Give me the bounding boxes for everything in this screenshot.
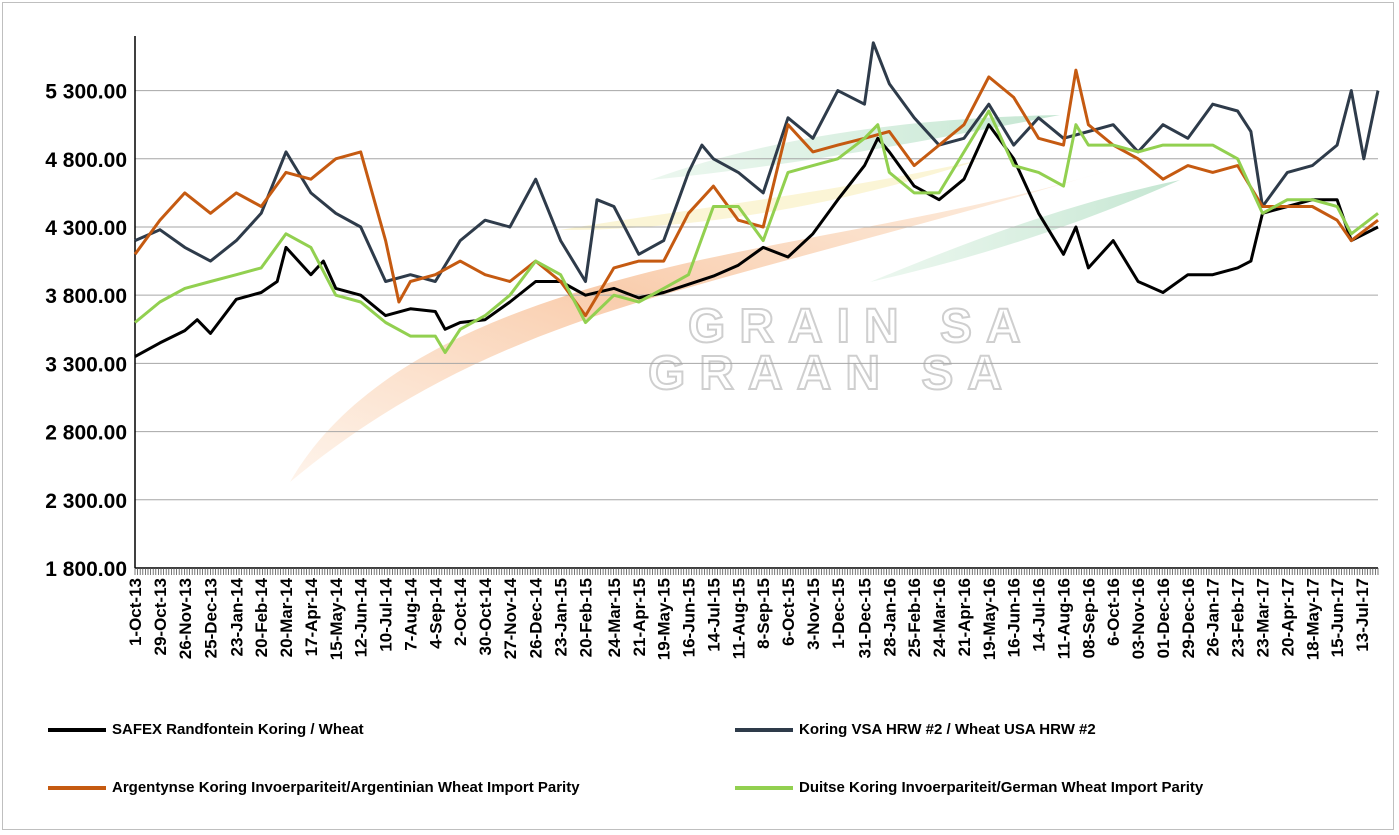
legend-swatch-usa-hrw <box>735 727 793 732</box>
y-tick-label: 2 300.00 <box>45 490 127 513</box>
x-tick-label: 17-Apr-14 <box>302 577 321 656</box>
x-tick-label: 1-Oct-13 <box>126 578 145 646</box>
x-tick-label: 01-Dec-16 <box>1154 578 1173 658</box>
watermark-text-1: GRAIN SA <box>688 300 1035 353</box>
x-tick-label: 11-Aug-15 <box>729 578 748 659</box>
x-tick-label: 19-May-16 <box>980 578 999 660</box>
x-tick-label: 27-Nov-14 <box>501 577 520 659</box>
x-tick-label: 25-Dec-13 <box>202 578 221 658</box>
gridlines <box>135 90 1378 501</box>
y-tick-label: 1 800.00 <box>45 558 127 581</box>
x-tick-label: 23-Jan-14 <box>227 577 246 656</box>
watermark-swoosh-green-1 <box>650 115 1060 180</box>
x-tick-label: 1-Dec-15 <box>829 578 848 649</box>
watermark-swoosh-green-2 <box>870 180 1180 282</box>
y-tick-label: 3 300.00 <box>45 353 127 376</box>
watermark-text-2: GRAAN SA <box>648 347 1016 400</box>
x-tick-label: 23-Mar-17 <box>1254 578 1273 657</box>
y-tick-label: 4 300.00 <box>45 217 127 240</box>
legend-swatch-argentinian <box>48 785 106 790</box>
x-tick-label: 23-Jan-15 <box>552 578 571 656</box>
x-tick-label: 8-Sep-15 <box>754 578 773 649</box>
x-axis: 1-Oct-13 29-Oct-13 26-Nov-13 25-Dec-13 23-Ja… <box>126 567 1379 660</box>
legend-item-safex: SAFEX Randfontein Koring / Wheat <box>48 721 364 738</box>
x-axis-minor-ticks <box>134 568 1379 575</box>
legend-swatch-german <box>735 785 793 790</box>
x-tick-label: 20-Apr-17 <box>1278 578 1297 656</box>
series-lines <box>133 41 1380 358</box>
x-tick-label: 26-Jan-17 <box>1204 578 1223 656</box>
x-tick-label: 20-Feb-15 <box>577 578 596 657</box>
legend-item-german: Duitse Koring Invoerpariteit/German Whea… <box>735 779 1203 796</box>
x-tick-label: 08-Sep-16 <box>1079 578 1098 658</box>
y-tick-label: 4 800.00 <box>45 149 127 172</box>
y-tick-label: 2 800.00 <box>45 422 127 445</box>
x-tick-label: 16-Jun-15 <box>680 578 699 657</box>
x-tick-label: 25-Feb-16 <box>905 578 924 657</box>
x-tick-label: 24-Mar-15 <box>605 578 624 657</box>
x-tick-label: 12-Jun-14 <box>352 577 371 657</box>
x-tick-label: 29-Oct-13 <box>151 578 170 655</box>
legend-item-usa-hrw: Koring VSA HRW #2 / Wheat USA HRW #2 <box>735 721 1096 738</box>
x-tick-label: 13-Jul-17 <box>1353 578 1372 652</box>
x-tick-label: 26-Dec-14 <box>527 577 546 658</box>
x-tick-label: 14-Jul-16 <box>1030 578 1049 652</box>
y-axis: 1 800.00 2 300.00 2 800.00 3 300.00 3 800.00… <box>45 36 136 581</box>
y-tick-label: 5 300.00 <box>45 81 127 104</box>
series-line-0 <box>134 123 1379 358</box>
series-line-1 <box>134 41 1380 283</box>
x-tick-label: 29-Dec-16 <box>1179 578 1198 658</box>
x-tick-label: 21-Apr-15 <box>630 578 649 656</box>
x-tick-label: 31-Dec-15 <box>856 578 875 658</box>
x-tick-label: 2-Oct-14 <box>451 577 470 646</box>
legend-label-safex: SAFEX Randfontein Koring / Wheat <box>112 721 364 738</box>
legend-label-argentinian: Argentynse Koring Invoerpariteit/Argenti… <box>112 779 580 796</box>
x-tick-label: 03-Nov-16 <box>1129 578 1148 659</box>
x-tick-label: 6-Oct-15 <box>779 578 798 646</box>
x-tick-label: 14-Jul-15 <box>704 578 723 652</box>
x-tick-label: 19-May-15 <box>655 578 674 660</box>
x-tick-label: 26-Nov-13 <box>176 578 195 659</box>
x-tick-label: 24-Mar-16 <box>930 578 949 657</box>
x-tick-label: 6-Oct-16 <box>1104 578 1123 646</box>
x-tick-label: 18-May-17 <box>1303 578 1322 660</box>
x-tick-label: 10-Jul-14 <box>377 577 396 651</box>
legend-item-argentinian: Argentynse Koring Invoerpariteit/Argenti… <box>48 779 580 796</box>
x-tick-label: 15-Jun-17 <box>1328 578 1347 657</box>
legend-label-german: Duitse Koring Invoerpariteit/German Whea… <box>799 779 1204 796</box>
x-tick-label: 4-Sep-14 <box>426 577 445 648</box>
x-tick-label: 28-Jan-16 <box>880 578 899 656</box>
x-tick-label: 30-Oct-14 <box>476 577 495 655</box>
x-tick-label: 20-Feb-14 <box>252 577 271 657</box>
x-tick-label: 7-Aug-14 <box>401 577 420 650</box>
x-tick-label: 21-Apr-16 <box>955 578 974 656</box>
series-line-3 <box>134 109 1379 354</box>
x-tick-label: 15-May-14 <box>327 577 346 660</box>
legend-swatch-safex <box>48 727 106 732</box>
legend-label-usa-hrw: Koring VSA HRW #2 / Wheat USA HRW #2 <box>799 721 1096 738</box>
x-tick-label: 11-Aug-16 <box>1055 578 1074 659</box>
x-tick-label: 20-Mar-14 <box>277 577 296 657</box>
x-tick-label: 16-Jun-16 <box>1005 578 1024 657</box>
x-tick-label: 3-Nov-15 <box>804 578 823 650</box>
x-tick-label: 23-Feb-17 <box>1229 578 1248 657</box>
series-line-2 <box>133 68 1379 318</box>
y-tick-label: 3 800.00 <box>45 285 127 308</box>
